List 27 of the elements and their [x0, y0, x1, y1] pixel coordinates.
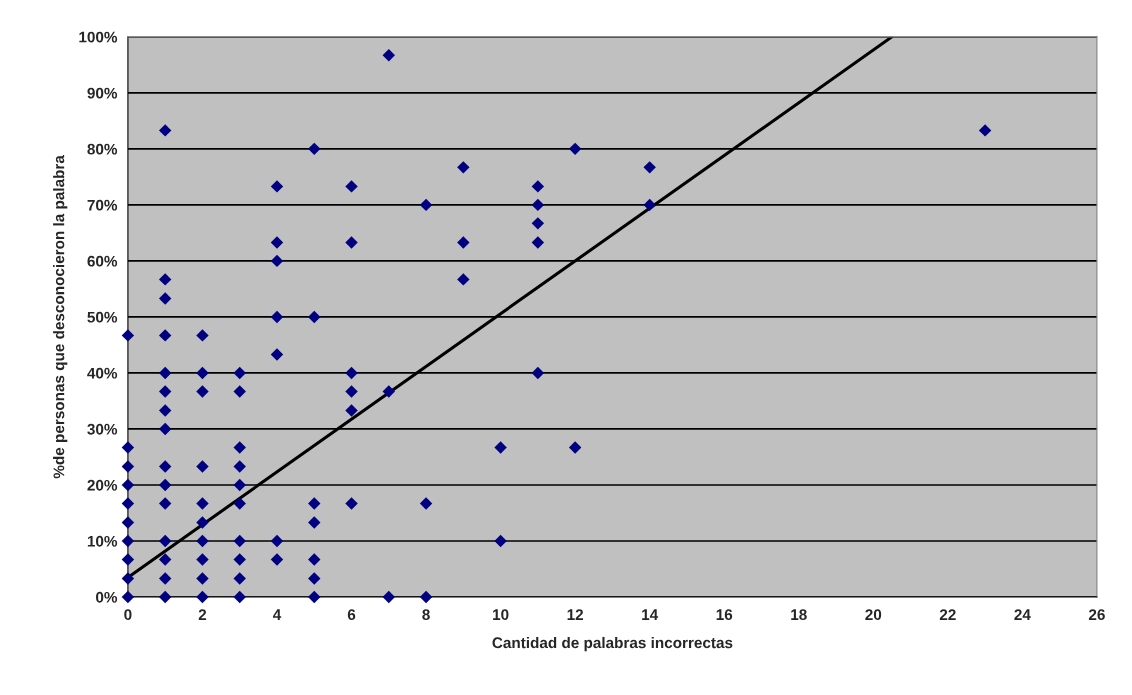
x-tick-label: 26	[1088, 609, 1105, 621]
y-tick-label: 80%	[87, 143, 118, 155]
y-tick-label: 90%	[87, 87, 118, 99]
x-tick-label: 0	[124, 609, 132, 621]
y-tick-label: 100%	[79, 31, 118, 43]
y-tick-label: 0%	[96, 591, 118, 603]
x-tick-label: 10	[493, 609, 509, 621]
y-tick-label: 10%	[87, 535, 118, 547]
x-tick-label: 22	[939, 609, 956, 620]
x-tick-label: 14	[642, 609, 659, 620]
y-tick-label: 30%	[87, 423, 118, 435]
y-axis-title: %de personas que desconocieron la palabra	[53, 155, 68, 479]
x-tick-label: 18	[791, 609, 807, 621]
y-tick-label: 50%	[87, 311, 118, 323]
x-tick-label: 20	[865, 609, 882, 621]
x-tick-label: 2	[198, 609, 207, 620]
x-axis-title: Cantidad de palabras incorrectas	[492, 636, 733, 652]
x-tick-label: 8	[422, 609, 430, 621]
x-tick-label: 24	[1014, 609, 1031, 620]
y-tick-label: 60%	[87, 255, 118, 267]
x-tick-label: 12	[567, 609, 584, 620]
y-tick-label: 70%	[87, 199, 118, 211]
y-tick-label: 20%	[87, 479, 118, 491]
x-tick-label: 4	[272, 609, 282, 620]
y-tick-label: 40%	[87, 367, 118, 379]
x-tick-label: 16	[716, 609, 733, 621]
x-tick-label: 6	[347, 609, 356, 621]
